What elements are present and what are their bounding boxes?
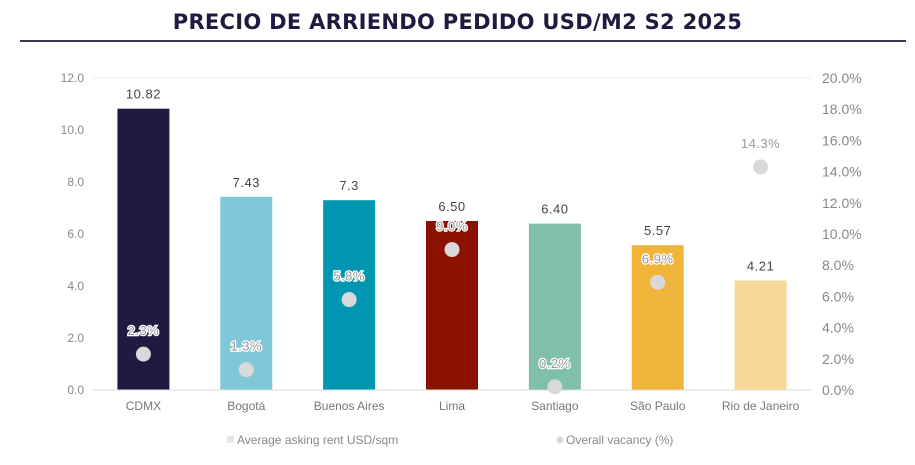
right-axis-tick-label: 20.0% bbox=[822, 70, 862, 86]
right-axis-tick-label: 10.0% bbox=[822, 226, 862, 242]
left-axis-tick-label: 4.0 bbox=[67, 279, 84, 293]
left-axis-tick-label: 12.0 bbox=[61, 71, 85, 85]
left-axis-tick-label: 0.0 bbox=[67, 383, 84, 397]
vacancy-point-6 bbox=[753, 159, 769, 175]
vacancy-point-3 bbox=[444, 242, 460, 258]
left-axis-tick-label: 2.0 bbox=[67, 331, 84, 345]
vacancy-value-label: 2.3% bbox=[128, 323, 160, 338]
bar-1 bbox=[220, 196, 273, 390]
bar-5 bbox=[631, 245, 684, 390]
left-axis-tick-label: 8.0 bbox=[67, 175, 84, 189]
x-axis-category-label: São Paulo bbox=[630, 399, 686, 413]
vacancy-value-label: 14.3% bbox=[741, 136, 780, 151]
bar-value-label: 10.82 bbox=[126, 87, 161, 102]
legend-swatch-bar bbox=[227, 436, 234, 443]
right-axis-tick-label: 4.0% bbox=[822, 320, 854, 336]
left-axis-tick-label: 10.0 bbox=[61, 123, 85, 137]
vacancy-point-5 bbox=[650, 274, 666, 290]
x-axis-category-label: Bogotá bbox=[227, 399, 265, 413]
vacancy-value-label: 9.0% bbox=[436, 219, 468, 234]
bar-value-label: 7.3 bbox=[339, 178, 359, 193]
x-axis-category-label: Santiago bbox=[531, 399, 579, 413]
bar-value-label: 5.57 bbox=[644, 223, 671, 238]
vacancy-point-4 bbox=[547, 379, 563, 395]
vacancy-point-2 bbox=[341, 292, 357, 308]
right-axis-tick-label: 14.0% bbox=[822, 164, 862, 180]
x-axis-category-label: Lima bbox=[439, 399, 465, 413]
x-axis-category-label: Rio de Janeiro bbox=[722, 399, 800, 413]
left-axis-tick-label: 6.0 bbox=[67, 227, 84, 241]
x-axis-category-label: Buenos Aires bbox=[314, 399, 385, 413]
bar-value-label: 6.40 bbox=[541, 202, 568, 217]
x-axis-category-label: CDMX bbox=[126, 399, 161, 413]
vacancy-value-label: 0.2% bbox=[539, 356, 571, 371]
right-axis-tick-label: 0.0% bbox=[822, 382, 854, 398]
vacancy-point-0 bbox=[135, 346, 151, 362]
right-axis-tick-label: 2.0% bbox=[822, 351, 854, 367]
title-divider bbox=[20, 40, 906, 42]
right-axis-tick-label: 12.0% bbox=[822, 195, 862, 211]
bar-6 bbox=[734, 280, 787, 390]
vacancy-value-label: 1.3% bbox=[230, 339, 262, 354]
right-axis-tick-label: 18.0% bbox=[822, 101, 862, 117]
vacancy-point-1 bbox=[238, 362, 254, 378]
bar-value-label: 4.21 bbox=[747, 259, 774, 274]
chart-title: PRECIO DE ARRIENDO PEDIDO USD/M2 S2 2025 bbox=[172, 10, 743, 34]
legend-label-rent: Average asking rent USD/sqm bbox=[237, 433, 398, 447]
bar-value-label: 7.43 bbox=[233, 175, 260, 190]
right-axis-tick-label: 16.0% bbox=[822, 132, 862, 148]
legend-label-vacancy: Overall vacancy (%) bbox=[566, 433, 673, 447]
legend-swatch-vacancy bbox=[556, 436, 564, 444]
vacancy-value-label: 5.8% bbox=[333, 269, 365, 284]
right-axis-tick-label: 8.0% bbox=[822, 257, 854, 273]
vacancy-value-label: 6.9% bbox=[642, 251, 674, 266]
right-axis-tick-label: 6.0% bbox=[822, 288, 854, 304]
bar-4 bbox=[528, 223, 581, 390]
bar-0 bbox=[117, 108, 170, 391]
bar-value-label: 6.50 bbox=[438, 199, 465, 214]
